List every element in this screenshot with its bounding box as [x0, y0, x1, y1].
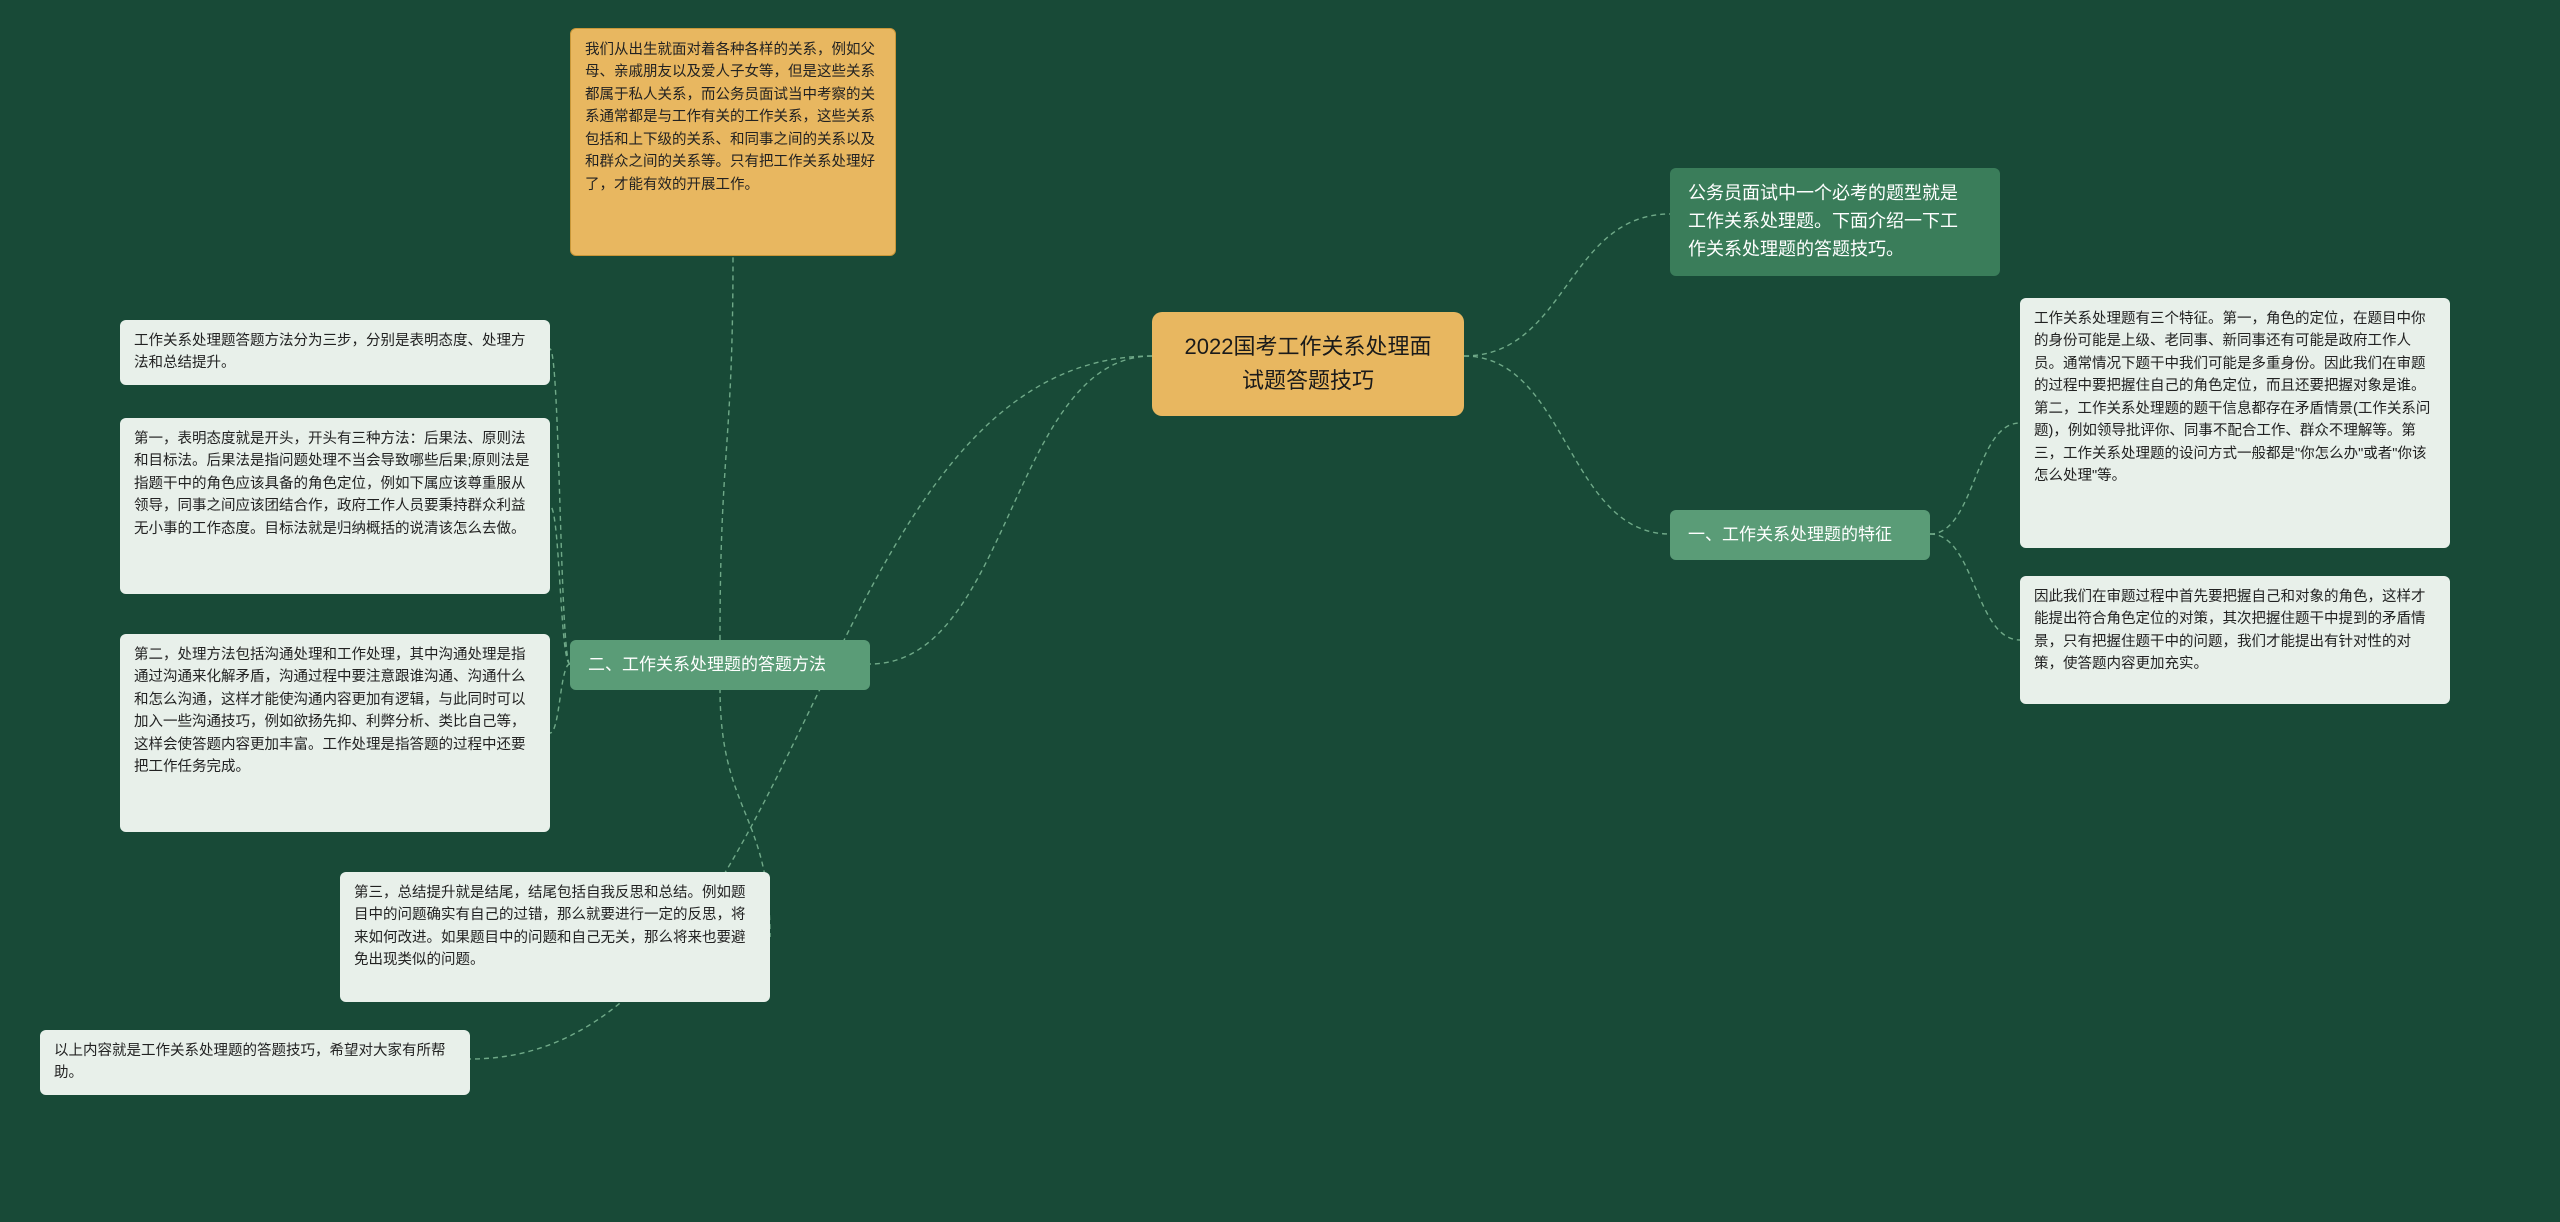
node-intro: 公务员面试中一个必考的题型就是 工作关系处理题。下面介绍一下工 作关系处理题的答… — [1670, 168, 2000, 276]
connector — [1930, 423, 2020, 534]
connector — [1464, 214, 1670, 356]
connector — [720, 256, 733, 640]
connector — [1464, 356, 1670, 534]
connector — [550, 664, 570, 733]
node-s2intro: 我们从出生就面对着各种各样的关系，例如父母、亲戚朋友以及爱人子女等，但是这些关系… — [570, 28, 896, 256]
node-s2d: 第三，总结提升就是结尾，结尾包括自我反思和总结。例如题目中的问题确实有自己的过错… — [340, 872, 770, 1002]
node-s1a: 工作关系处理题有三个特征。第一，角色的定位，在题目中你的身份可能是上级、老同事、… — [2020, 298, 2450, 548]
connector — [550, 349, 570, 664]
node-root: 2022国考工作关系处理面 试题答题技巧 — [1152, 312, 1464, 416]
node-s2b: 第一，表明态度就是开头，开头有三种方法：后果法、原则法和目标法。后果法是指问题处… — [120, 418, 550, 594]
connector — [550, 506, 570, 664]
node-closing: 以上内容就是工作关系处理题的答题技巧，希望对大家有所帮助。 — [40, 1030, 470, 1095]
node-s2c: 第二，处理方法包括沟通处理和工作处理，其中沟通处理是指通过沟通来化解矛盾，沟通过… — [120, 634, 550, 832]
node-sec2: 二、工作关系处理题的答题方法 — [570, 640, 870, 690]
node-sec1: 一、工作关系处理题的特征 — [1670, 510, 1930, 560]
connector — [1930, 534, 2020, 640]
node-s2a: 工作关系处理题答题方法分为三步，分别是表明态度、处理方法和总结提升。 — [120, 320, 550, 385]
connector — [870, 356, 1152, 664]
node-s1b: 因此我们在审题过程中首先要把握自己和对象的角色，这样才能提出符合角色定位的对策，… — [2020, 576, 2450, 704]
